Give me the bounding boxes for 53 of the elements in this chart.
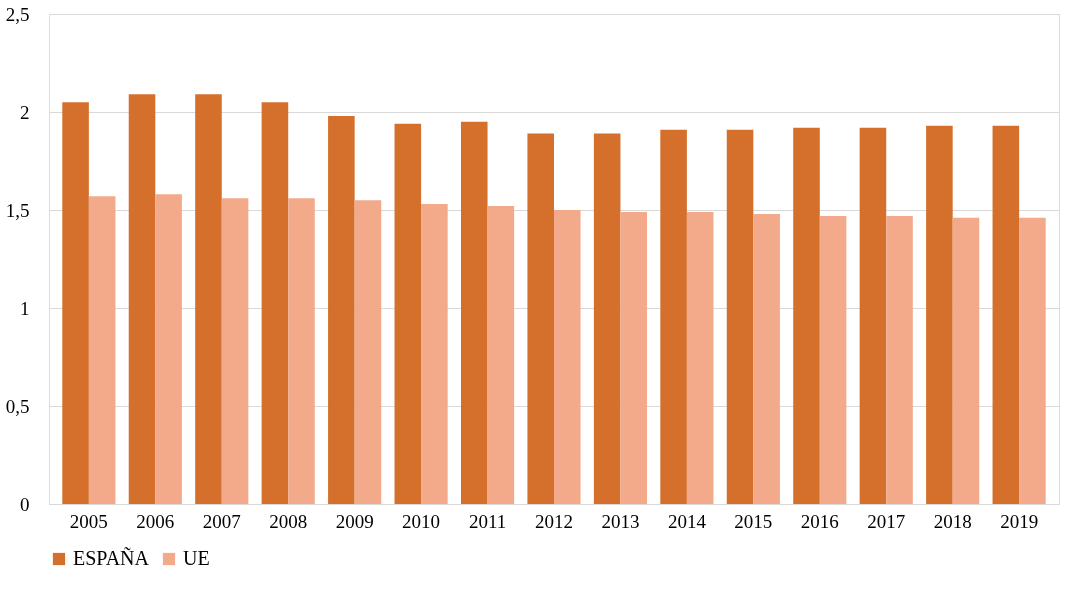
x-tick-label: 2016 [800, 510, 839, 532]
x-tick-label: 2014 [667, 510, 707, 532]
bar [886, 215, 913, 504]
legend-label: ESPAÑA [73, 546, 150, 569]
bar [394, 123, 422, 504]
y-tick-label: 0,5 [5, 395, 30, 417]
bar [992, 125, 1020, 504]
bar [593, 133, 621, 504]
bar [460, 121, 488, 504]
y-tick-label: 0 [20, 493, 30, 515]
bar [421, 204, 448, 504]
bar [753, 213, 780, 504]
bar [859, 127, 887, 504]
bar [926, 125, 953, 504]
x-tick-label: 2011 [468, 510, 507, 532]
x-tick-label: 2018 [933, 510, 972, 532]
bar [62, 102, 89, 504]
bar [128, 94, 156, 504]
bar [527, 133, 554, 504]
bar [221, 198, 249, 504]
x-tick-label: 2015 [734, 510, 773, 532]
bar [88, 196, 116, 504]
legend-label: UE [183, 547, 210, 569]
x-tick-label: 2006 [136, 510, 175, 532]
bar [726, 129, 754, 504]
bar [155, 194, 182, 504]
bar [487, 206, 515, 504]
bar [354, 200, 382, 504]
y-tick-label: 2,5 [5, 3, 30, 25]
bar [819, 215, 847, 504]
bar [660, 129, 687, 504]
bar [793, 127, 820, 504]
x-tick-label: 2019 [1000, 510, 1039, 532]
x-tick-label: 2009 [335, 510, 374, 532]
bar [952, 217, 980, 504]
bar [620, 211, 648, 504]
bar [328, 115, 355, 504]
x-tick-label: 2008 [269, 510, 308, 532]
x-tick-label: 2013 [601, 510, 640, 532]
x-tick-label: 2010 [402, 510, 441, 532]
bar [195, 94, 222, 504]
x-tick-label: 2005 [69, 510, 108, 532]
y-tick-label: 1,5 [5, 199, 30, 221]
bar [686, 211, 714, 504]
y-tick-label: 2 [20, 101, 30, 123]
bar [261, 102, 289, 504]
bar [288, 198, 315, 504]
x-tick-label: 2017 [867, 510, 906, 532]
bar [1019, 217, 1046, 504]
x-tick-label: 2012 [535, 510, 573, 532]
bar [554, 210, 581, 504]
x-tick-label: 2007 [202, 510, 241, 532]
y-tick-label: 1 [20, 297, 30, 319]
